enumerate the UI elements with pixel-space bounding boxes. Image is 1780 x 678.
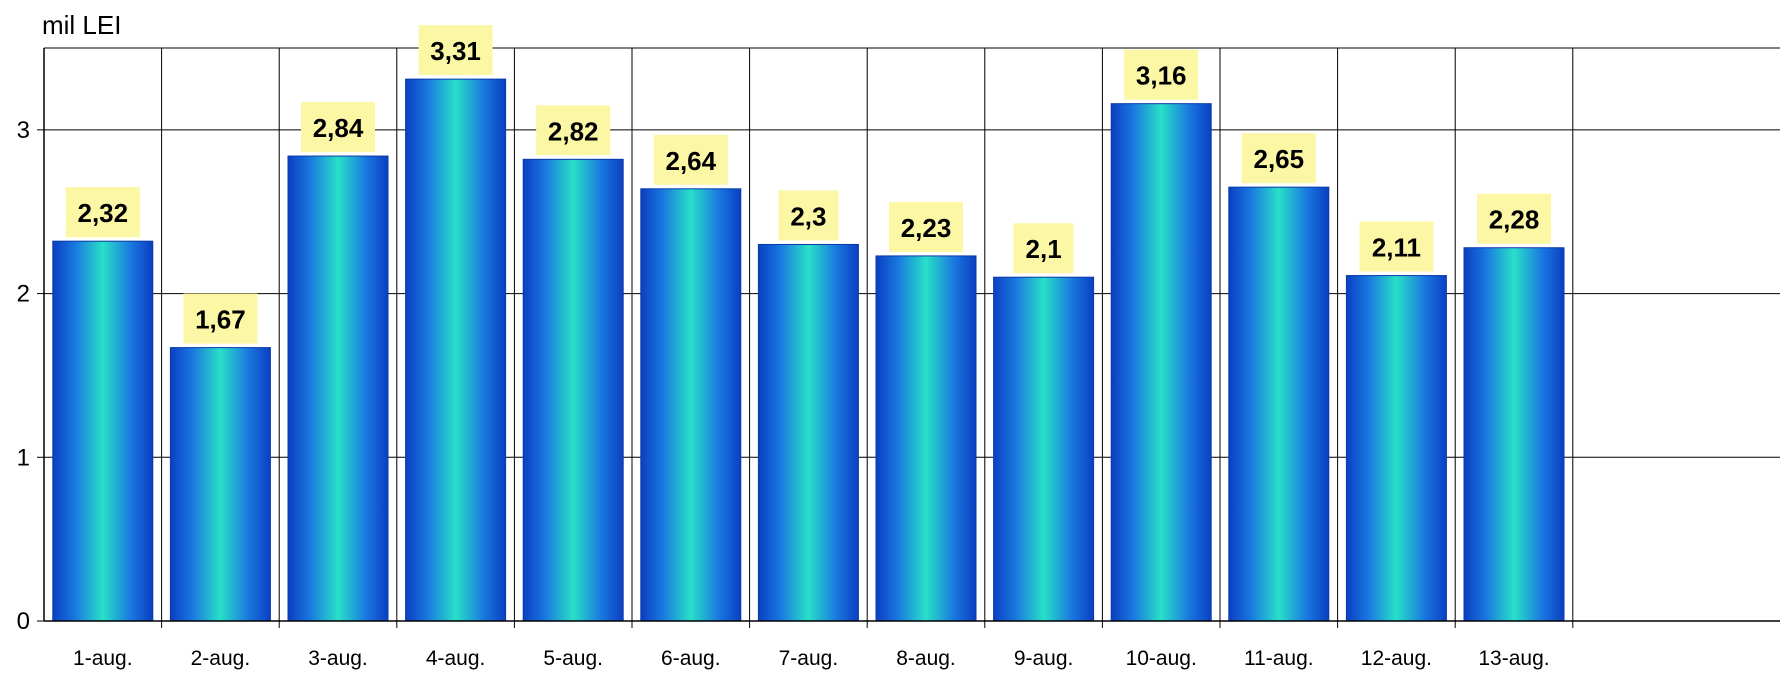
x-tick-label: 11-aug. <box>1244 647 1314 670</box>
data-label-background <box>1124 49 1199 100</box>
data-label-background <box>1241 133 1316 184</box>
data-label-background <box>65 187 140 238</box>
data-labels: 2,32 1,67 2,84 3,31 2,82 2,64 2,3 2,23 2,1 3,16 2,… <box>65 25 1551 344</box>
x-tick-label: 5-aug. <box>543 647 603 670</box>
bars <box>52 78 1565 622</box>
x-tick-label: 1-aug. <box>73 647 133 670</box>
bar <box>1228 186 1330 622</box>
x-tick-label: 12-aug. <box>1361 647 1432 670</box>
y-tick-label: 2 <box>17 281 30 308</box>
data-label: 2,28 <box>1489 205 1540 235</box>
data-label-background <box>653 134 728 185</box>
x-tick-label: 4-aug. <box>426 647 486 670</box>
data-label: 1,67 <box>195 305 246 335</box>
data-label-background <box>301 102 375 153</box>
data-label-background <box>1359 221 1434 272</box>
bar <box>757 243 859 622</box>
data-label: 2,32 <box>77 198 128 228</box>
bar <box>640 188 742 622</box>
x-tick-label: 10-aug. <box>1126 647 1197 670</box>
x-tick-label: 13-aug. <box>1478 647 1549 670</box>
x-tick-label: 8-aug. <box>896 647 956 670</box>
data-label: 2,82 <box>548 116 599 146</box>
bar <box>993 276 1095 622</box>
data-label-background <box>778 190 839 241</box>
data-label: 3,16 <box>1136 61 1187 91</box>
y-tick-label: 3 <box>17 117 30 144</box>
y-tick-label: 0 <box>17 608 30 635</box>
bar <box>875 255 977 622</box>
bar <box>522 158 624 622</box>
bar <box>405 78 507 622</box>
data-label: 2,11 <box>1372 233 1421 263</box>
bar <box>1110 103 1212 622</box>
data-label-background <box>536 105 611 156</box>
data-label: 2,64 <box>665 146 716 176</box>
data-label: 2,3 <box>790 201 826 231</box>
bar <box>1345 275 1447 622</box>
axes: 0 1 2 3 1-aug. 2-aug. 3-aug. 4-aug. 5-aug. 6-aug.… <box>17 48 1780 670</box>
data-label-background <box>1477 193 1551 244</box>
bar <box>287 155 389 622</box>
data-label-background <box>418 25 493 76</box>
data-label: 2,65 <box>1253 144 1304 174</box>
x-tick-label: 9-aug. <box>1014 647 1074 670</box>
x-tick-label: 3-aug. <box>308 647 368 670</box>
data-label: 2,1 <box>1026 234 1062 264</box>
y-axis-unit-label: mil LEI <box>42 10 121 40</box>
x-tick-label: 7-aug. <box>779 647 839 670</box>
data-label: 2,84 <box>313 113 364 143</box>
data-label-background <box>183 293 258 344</box>
x-tick-label: 2-aug. <box>191 647 251 670</box>
x-tick-label: 6-aug. <box>661 647 721 670</box>
data-label: 3,31 <box>430 36 481 66</box>
bar <box>52 240 154 622</box>
y-tick-label: 1 <box>17 444 30 471</box>
bar <box>1463 247 1565 622</box>
data-label-background <box>889 201 963 252</box>
bar <box>169 347 271 622</box>
data-label: 2,23 <box>901 213 952 243</box>
data-label-background <box>1013 223 1074 274</box>
